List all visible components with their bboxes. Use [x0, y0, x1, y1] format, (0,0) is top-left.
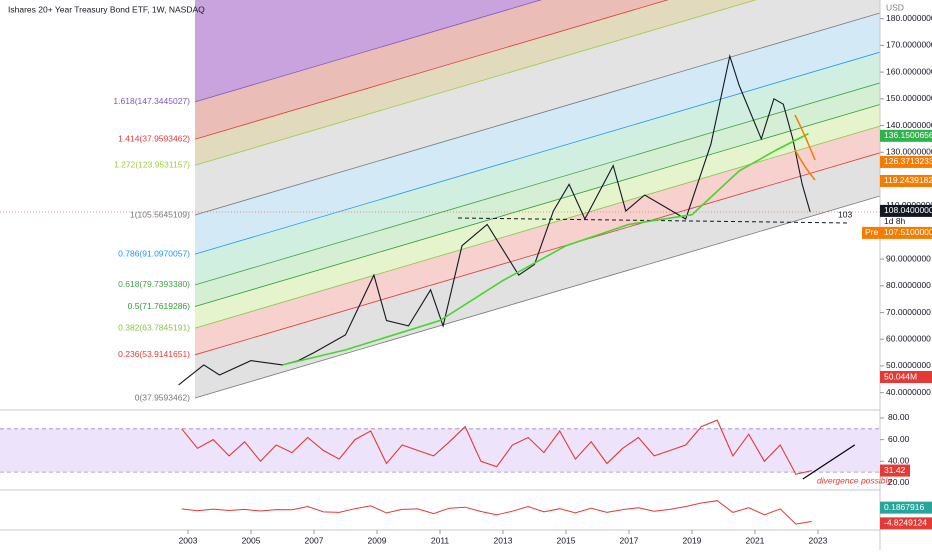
fib-band: [195, 13, 880, 255]
fib-line: [194, 0, 669, 140]
fib-label: 1.272(123.9531157): [114, 159, 190, 169]
chart-title: Ishares 20+ Year Treasury Bond ETF, 1W, …: [8, 4, 205, 14]
x-tick-label: 2009: [368, 535, 387, 545]
fib-line: [194, 82, 880, 286]
price-tag: 136.1500656: [884, 130, 932, 140]
x-tick-label: 2011: [431, 535, 450, 545]
projection-line: [794, 149, 816, 181]
fib-label: 1.618(147.3445027): [113, 96, 190, 106]
fib-band: [195, 104, 880, 329]
fib-band: [195, 52, 880, 285]
y-tick-label: 70.0000000: [886, 307, 931, 317]
annotation: divergence possibly: [817, 475, 892, 485]
price-tag-bg: [880, 155, 932, 168]
fib-line: [194, 0, 542, 103]
fib-line: [194, 195, 880, 399]
fib-band: [195, 0, 880, 215]
rsi-line: [181, 419, 812, 475]
macd-tag-bg: [880, 517, 932, 530]
fib-line: [194, 125, 880, 329]
price-line: [178, 53, 811, 386]
rsi-tag-bg: [880, 464, 910, 477]
y-tick-label: 20.00: [888, 477, 910, 487]
price-lines: [178, 53, 811, 386]
y-tick-label: 80.00: [888, 412, 910, 422]
x-tick-label: 2005: [242, 535, 261, 545]
fib-label: 0.786(91.0970057): [118, 248, 190, 258]
y-tick-label: 160.0000000: [886, 66, 932, 76]
y-tick-label: 40.0000000: [886, 387, 931, 397]
y-tick-label: 180.0000000: [886, 13, 932, 23]
divergence-line: [802, 444, 856, 480]
fib-label: 0.618(79.7393380): [118, 279, 190, 289]
price-tag-bg: [880, 174, 932, 187]
y-tick-label: 90.0000000: [886, 253, 931, 263]
level-note: 103: [838, 209, 852, 219]
fib-label: 1.414(37.9593462): [118, 133, 190, 143]
y-tick-label: 50.0000000: [886, 360, 931, 370]
volume-tag-bg: [880, 371, 932, 383]
projection-line: [794, 114, 816, 161]
pre-tag: Pre: [865, 227, 879, 237]
axes: 40.0000000 50.0000000 60.0000000 70.0000000…: [179, 13, 932, 545]
y-tick-label: 60.00: [888, 434, 910, 444]
fib-line: [194, 104, 880, 307]
macd-tag-bg: [880, 501, 932, 514]
price-tag-bg: [880, 129, 932, 142]
fib-line: [194, 152, 880, 356]
y-tick-label: 140.0000000: [886, 120, 932, 130]
x-tick-label: 2019: [683, 535, 702, 545]
fib-band: [195, 126, 880, 355]
fib-label: 0.382(63.7845191): [118, 322, 190, 332]
fib-label: 0.236(53.9141651): [118, 349, 190, 359]
macd-tag: -4.8249124: [884, 518, 927, 528]
pre-tag-bg: [862, 226, 880, 239]
macd-tag: 0.1867916: [884, 502, 924, 512]
y-tick-label: 170.0000000: [886, 40, 932, 50]
fib-channel: [194, 0, 880, 399]
macd-line: [181, 500, 812, 525]
y-tick-label: 80.0000000: [886, 280, 931, 290]
fib-line: [194, 0, 757, 166]
price-tag: 107.5100000: [884, 227, 932, 237]
x-tick-label: 2003: [179, 535, 198, 545]
y-tick-label: 40.00: [888, 456, 910, 466]
x-tick-label: 2015: [557, 535, 576, 545]
countdown: 1d 8h: [884, 216, 906, 226]
x-tick-label: 2007: [305, 535, 324, 545]
price-tag-bg: [880, 204, 932, 217]
x-tick-label: 2013: [494, 535, 513, 545]
price-tag: 108.0400000: [884, 205, 932, 215]
x-tick-label: 2021: [745, 535, 764, 545]
fib-label: 1(105.5645109): [130, 209, 190, 219]
moving-average: [282, 132, 809, 366]
price-tag-bg: [880, 226, 932, 239]
fib-band: [195, 152, 880, 398]
volume-tag: 50.044M: [884, 371, 917, 381]
x-tick-label: 2017: [620, 535, 639, 545]
fib-label: 0(37.9593462): [135, 392, 190, 402]
fib-label: 0.5(71.7619286): [128, 301, 191, 311]
fib-line: [194, 51, 880, 255]
y-axis-label: USD: [886, 2, 904, 12]
fib-line: [194, 12, 880, 216]
x-tick-label: 2023: [808, 535, 827, 545]
y-tick-label: 60.0000000: [886, 333, 931, 343]
rsi-tag: 31.42: [884, 465, 906, 475]
macd-pane: 0.1867916 -4.8249124: [181, 500, 932, 530]
y-tick-label: 130.0000000: [886, 146, 932, 156]
y-tick-label: 150.0000000: [886, 93, 932, 103]
price-tag: 119.2439182: [884, 175, 932, 185]
price-tag: 126.3713233: [884, 156, 932, 166]
fib-band: [195, 82, 880, 307]
